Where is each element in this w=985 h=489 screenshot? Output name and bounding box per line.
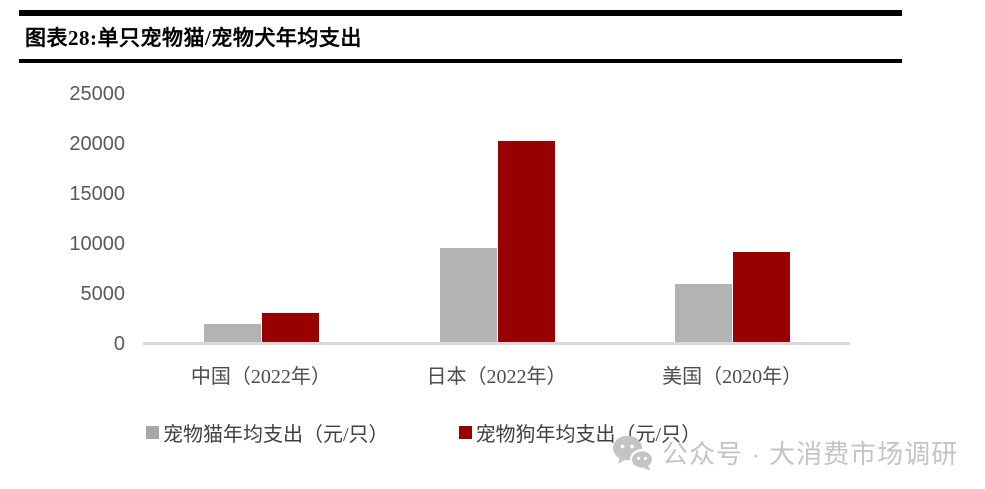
wechat-icon <box>613 435 654 470</box>
x-axis-category-label: 中国（2022年） <box>190 366 331 388</box>
chart-legend: 宠物猫年均支出（元/只） 宠物狗年均支出（元/只） <box>146 418 701 447</box>
y-axis-tick-label: 15000 <box>69 183 125 205</box>
bar-series1-cat2 <box>439 248 497 342</box>
bar-series2-cat3 <box>733 252 791 342</box>
watermark: 公众号 · 大消费市场调研 <box>612 434 958 471</box>
x-axis-category-label: 日本（2022年） <box>426 366 567 388</box>
legend-label: 宠物狗年均支出（元/只） <box>475 424 702 446</box>
bar-series1-cat3 <box>675 284 733 342</box>
legend-swatch <box>458 426 472 439</box>
y-axis-tick-label: 25000 <box>69 83 125 105</box>
legend-label: 宠物猫年均支出（元/只） <box>163 424 389 446</box>
legend-item-series2: 宠物狗年均支出（元/只） <box>458 418 702 447</box>
figure-title: 图表28:单只宠物猫/宠物犬年均支出 <box>25 26 362 50</box>
legend-item-series1: 宠物猫年均支出（元/只） <box>146 418 389 447</box>
figure-title-block: 图表28:单只宠物猫/宠物犬年均支出 <box>19 10 902 63</box>
x-axis-line <box>143 342 850 345</box>
bar-series2-cat2 <box>497 141 555 342</box>
watermark-text: 公众号 · 大消费市场调研 <box>662 439 959 469</box>
y-axis-tick-label: 0 <box>113 333 125 355</box>
y-axis-tick-label: 20000 <box>69 133 125 155</box>
bar-series1-cat1 <box>203 324 261 342</box>
y-axis-tick-label: 10000 <box>69 233 125 255</box>
y-axis-tick-label: 5000 <box>80 283 126 305</box>
legend-swatch <box>146 426 159 439</box>
bar-series2-cat1 <box>261 313 319 342</box>
x-axis-category-label: 美国（2020年） <box>662 366 803 388</box>
